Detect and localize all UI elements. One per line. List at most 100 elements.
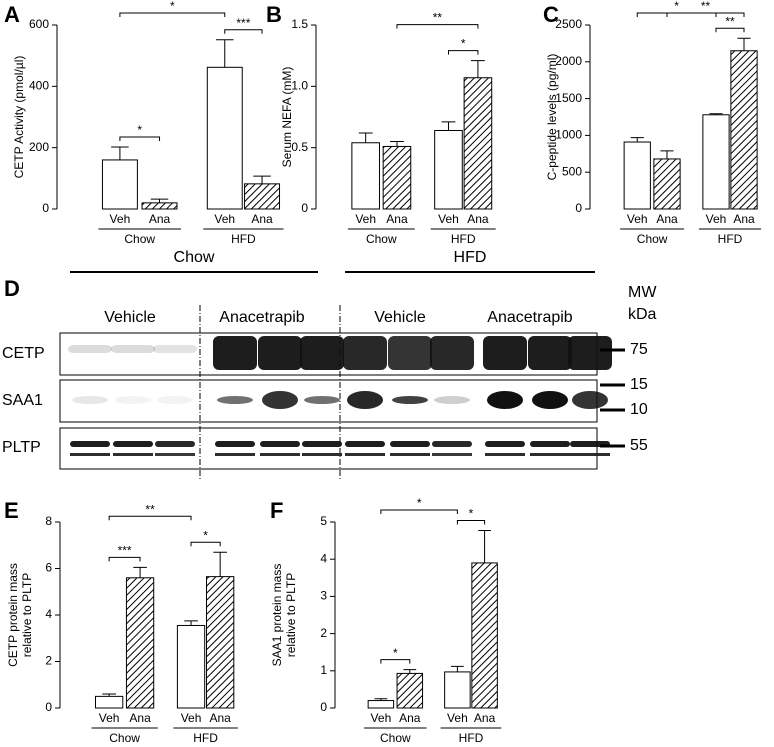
bar [623, 141, 651, 210]
band [390, 441, 430, 447]
error-bar [184, 620, 198, 626]
band [343, 336, 387, 370]
band [390, 453, 430, 456]
x-tick-label: Ana [733, 212, 755, 226]
y-tick-label: 4 [320, 551, 327, 565]
y-tick-label: 1.5 [291, 17, 308, 31]
significance-label: *** [118, 544, 132, 558]
band [111, 345, 155, 353]
x-tick-label: Veh [181, 711, 202, 725]
significance-bracket [119, 12, 226, 17]
x-tick-label: Veh [447, 711, 468, 725]
y-tick-label: 500 [562, 164, 582, 178]
band [302, 453, 342, 456]
bar [176, 624, 206, 709]
significance-label: * [203, 528, 208, 542]
error-bar [478, 530, 491, 563]
group-label: HFD [451, 232, 476, 246]
band [68, 345, 112, 353]
band [260, 453, 300, 456]
x-tick-label: Veh [706, 212, 727, 226]
y-axis-label: Serum NEFA (mM) [280, 67, 294, 168]
band [388, 336, 432, 370]
blot-group-label: HFD [454, 249, 487, 266]
significance-label: * [469, 507, 474, 521]
band [570, 453, 610, 456]
group-label: HFD [459, 731, 484, 745]
y-tick-label: 1500 [555, 91, 582, 105]
y-tick-label: 2000 [555, 54, 582, 68]
x-tick-label: Ana [399, 711, 421, 725]
error-bar [451, 665, 464, 672]
panel-letter: C [543, 2, 559, 27]
band [155, 441, 195, 447]
band [304, 396, 340, 404]
significance-bracket [224, 29, 263, 34]
blot-row-label: CETP [2, 345, 45, 362]
band [113, 453, 153, 456]
blot-treatment-label: Vehicle [104, 309, 156, 326]
y-tick-label: 2 [45, 654, 52, 668]
significance-bracket [456, 520, 486, 525]
x-tick-label: Veh [214, 212, 235, 226]
band [70, 453, 110, 456]
significance-label: ** [145, 502, 155, 516]
blot-treatment-label: Vehicle [374, 309, 426, 326]
band [113, 441, 153, 447]
y-tick-label: 400 [29, 79, 49, 93]
mw-label: 10 [630, 401, 648, 418]
band [568, 336, 612, 370]
x-tick-label: Veh [110, 212, 131, 226]
error-bar [390, 141, 404, 147]
band [155, 453, 195, 456]
significance-bracket [636, 12, 717, 17]
y-tick-label: 2500 [555, 17, 582, 31]
bar [206, 576, 235, 709]
mw-label: 15 [630, 376, 648, 393]
y-tick-label: 8 [45, 514, 52, 528]
band [345, 441, 385, 447]
error-bar [441, 121, 456, 131]
error-bar [253, 175, 271, 184]
y-tick-label: 5 [320, 514, 327, 528]
band [215, 453, 255, 456]
x-tick-label: Veh [355, 212, 376, 226]
group-label: Chow [366, 232, 397, 246]
significance-bracket [715, 27, 745, 33]
mw-header: kDa [628, 306, 657, 323]
significance-label: * [417, 496, 422, 510]
error-bar [660, 150, 674, 159]
band [430, 336, 474, 370]
error-bar [403, 669, 417, 674]
band [434, 396, 470, 404]
bar [141, 202, 178, 210]
y-axis-label: C-peptide levels (pg/ml) [545, 54, 559, 181]
x-tick-label: Ana [129, 711, 151, 725]
band [115, 396, 151, 404]
y-tick-label: 200 [29, 140, 49, 154]
group-label: Chow [124, 232, 155, 246]
blot-row-label: PLTP [2, 439, 41, 456]
group-label: Chow [109, 731, 140, 745]
significance-label: ** [701, 0, 711, 13]
band [347, 391, 383, 409]
error-bar [630, 137, 644, 143]
y-tick-label: 0 [42, 201, 49, 215]
x-tick-label: Veh [627, 212, 648, 226]
bar [702, 114, 730, 210]
significance-label: * [674, 0, 679, 13]
panel-letter: B [266, 2, 282, 27]
significance-bracket [666, 12, 745, 17]
error-bar [216, 39, 234, 68]
y-tick-label: 3 [320, 589, 327, 603]
band [70, 441, 110, 447]
y-tick-label: 2 [320, 626, 327, 640]
mw-label: 75 [630, 341, 648, 358]
band [258, 336, 302, 370]
significance-label: * [170, 0, 175, 13]
error-bar [111, 146, 129, 160]
band [528, 336, 572, 370]
band [532, 391, 568, 409]
panel-letter: D [4, 276, 20, 301]
